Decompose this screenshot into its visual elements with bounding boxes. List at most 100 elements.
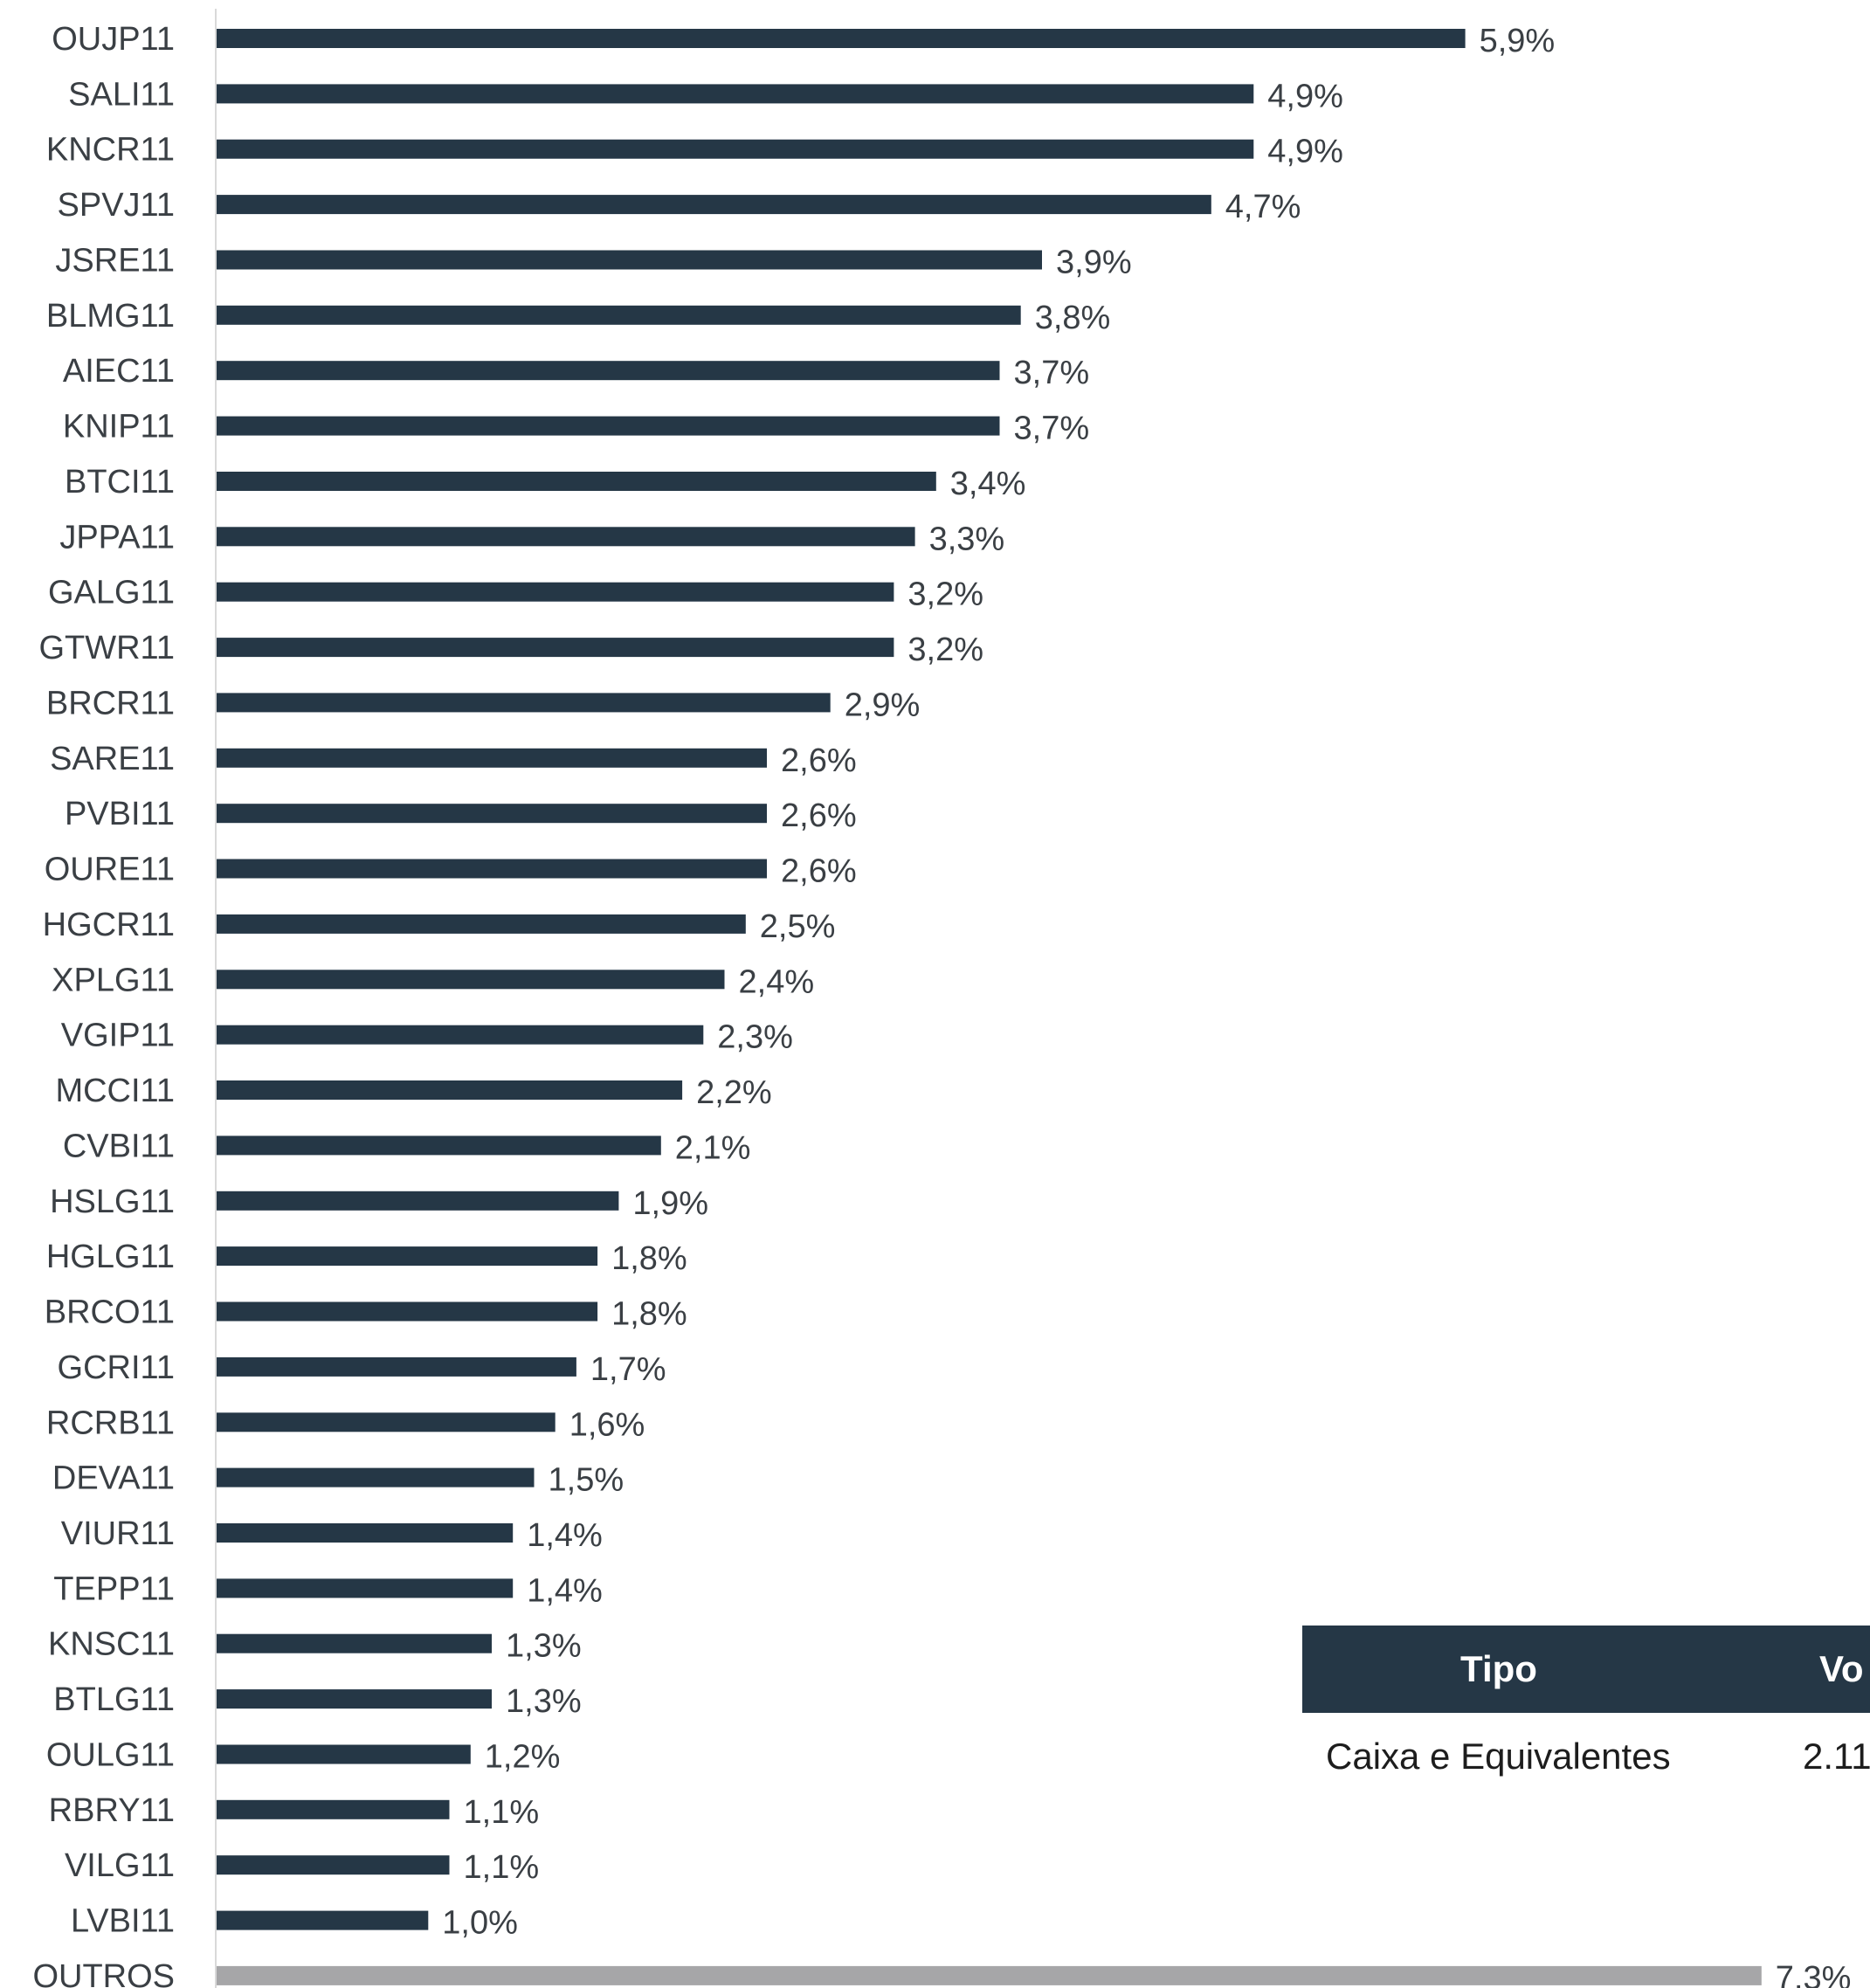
bar-jppa11 bbox=[217, 527, 915, 547]
category-label: AIEC11 bbox=[63, 353, 175, 390]
value-label: 3,7% bbox=[1014, 355, 1090, 391]
category-label: VIUR11 bbox=[61, 1515, 175, 1552]
bar-knsc11 bbox=[217, 1633, 492, 1653]
value-label: 4,7% bbox=[1225, 189, 1301, 225]
category-label: SALI11 bbox=[68, 76, 175, 113]
category-label: SARE11 bbox=[50, 741, 175, 777]
category-label: HGCR11 bbox=[43, 907, 175, 943]
bar-brcr11 bbox=[217, 693, 831, 713]
value-label: 5,9% bbox=[1480, 23, 1556, 59]
value-label: 2,2% bbox=[696, 1074, 772, 1111]
value-label: 1,3% bbox=[506, 1628, 582, 1665]
category-label: BRCO11 bbox=[45, 1294, 175, 1331]
category-label: OUJP11 bbox=[52, 21, 175, 58]
category-label: HSLG11 bbox=[50, 1184, 175, 1220]
category-label: GCRI11 bbox=[58, 1349, 175, 1386]
value-label: 1,7% bbox=[590, 1351, 666, 1388]
cell-vo: 2.11 bbox=[1803, 1736, 1870, 1777]
bar-deva11 bbox=[217, 1467, 535, 1488]
value-label: 2,6% bbox=[781, 853, 857, 890]
value-label: 4,9% bbox=[1267, 134, 1343, 170]
category-label: GALG11 bbox=[48, 575, 175, 611]
bar-jsre11 bbox=[217, 250, 1042, 270]
value-label: 2,4% bbox=[739, 963, 815, 1000]
value-label: 3,3% bbox=[929, 521, 1005, 557]
value-label: 2,1% bbox=[675, 1129, 751, 1166]
bar-oulg11 bbox=[217, 1744, 471, 1764]
bar-gcri11 bbox=[217, 1356, 576, 1377]
value-label: 4,9% bbox=[1267, 78, 1343, 114]
bar-vgip11 bbox=[217, 1025, 704, 1045]
category-label: KNSC11 bbox=[48, 1626, 175, 1663]
bar-oure11 bbox=[217, 859, 767, 879]
category-label: LVBI11 bbox=[71, 1903, 175, 1940]
category-label: JPPA11 bbox=[59, 519, 175, 556]
value-label: 1,2% bbox=[485, 1739, 561, 1776]
value-label: 7,3% bbox=[1776, 1960, 1852, 1988]
category-label: OUTROS bbox=[32, 1958, 175, 1988]
value-label: 3,2% bbox=[907, 576, 983, 613]
value-label: 2,5% bbox=[760, 908, 836, 945]
table-row: Caixa e Equivalentes 2.11 bbox=[1302, 1713, 1870, 1800]
category-label: RCRB11 bbox=[46, 1405, 175, 1441]
category-label: BRCR11 bbox=[46, 685, 175, 721]
bar-mcci11 bbox=[217, 1080, 683, 1100]
bar-galg11 bbox=[217, 582, 894, 602]
value-label: 1,6% bbox=[569, 1406, 645, 1443]
bar-aiec11 bbox=[217, 361, 1000, 381]
value-label: 2,6% bbox=[781, 742, 857, 779]
bar-vilg11 bbox=[217, 1855, 450, 1875]
category-label: DEVA11 bbox=[52, 1460, 175, 1497]
category-label: TEPP11 bbox=[53, 1570, 175, 1607]
header-tipo: Tipo bbox=[1460, 1648, 1537, 1689]
value-label: 1,8% bbox=[611, 1296, 687, 1333]
bar-rcrb11 bbox=[217, 1412, 555, 1432]
bar-btci11 bbox=[217, 472, 936, 491]
value-label: 3,4% bbox=[950, 466, 1026, 502]
bar-viur11 bbox=[217, 1523, 514, 1543]
category-label: GTWR11 bbox=[38, 630, 175, 666]
value-label: 2,6% bbox=[781, 797, 857, 834]
category-label: BTLG11 bbox=[53, 1681, 175, 1718]
category-label: OURE11 bbox=[45, 852, 175, 888]
value-label: 1,3% bbox=[506, 1683, 582, 1720]
bar-sare11 bbox=[217, 748, 767, 768]
value-label: 3,9% bbox=[1056, 245, 1132, 281]
bar-btlg11 bbox=[217, 1689, 492, 1709]
bar-hglg11 bbox=[217, 1246, 598, 1267]
category-label: VILG11 bbox=[65, 1847, 175, 1884]
bar-pvbi11 bbox=[217, 804, 767, 824]
value-label: 1,1% bbox=[464, 1794, 540, 1831]
value-label: 1,4% bbox=[527, 1572, 603, 1609]
value-label: 1,4% bbox=[527, 1517, 603, 1554]
bar-lvbi11 bbox=[217, 1910, 429, 1930]
value-label: 1,0% bbox=[442, 1905, 518, 1942]
value-label: 2,9% bbox=[845, 687, 921, 723]
category-label: KNIP11 bbox=[63, 409, 175, 445]
value-label: 2,3% bbox=[717, 1019, 793, 1056]
bar-oujp11 bbox=[217, 29, 1466, 48]
bar-outros bbox=[217, 1965, 1762, 1985]
bar-knip11 bbox=[217, 416, 1000, 436]
bar-rbry11 bbox=[217, 1799, 450, 1819]
category-label: VGIP11 bbox=[61, 1018, 175, 1054]
category-label: MCCI11 bbox=[55, 1073, 175, 1109]
bar-sali11 bbox=[217, 84, 1254, 104]
category-label: XPLG11 bbox=[52, 962, 175, 998]
bar-gtwr11 bbox=[217, 638, 894, 658]
category-label: SPVJ11 bbox=[58, 187, 175, 224]
value-label: 1,5% bbox=[549, 1462, 624, 1499]
cash-table-header: Tipo Vo bbox=[1302, 1626, 1870, 1713]
bar-hgcr11 bbox=[217, 914, 746, 934]
bar-spvj11 bbox=[217, 195, 1211, 215]
category-label: PVBI11 bbox=[65, 796, 175, 832]
category-label: HGLG11 bbox=[46, 1239, 175, 1275]
value-label: 3,2% bbox=[907, 632, 983, 668]
bar-hslg11 bbox=[217, 1191, 619, 1211]
category-label: JSRE11 bbox=[55, 243, 175, 280]
bar-cvbi11 bbox=[217, 1136, 661, 1156]
value-label: 3,8% bbox=[1035, 300, 1111, 336]
bar-blmg11 bbox=[217, 305, 1021, 325]
category-label: CVBI11 bbox=[63, 1128, 175, 1164]
